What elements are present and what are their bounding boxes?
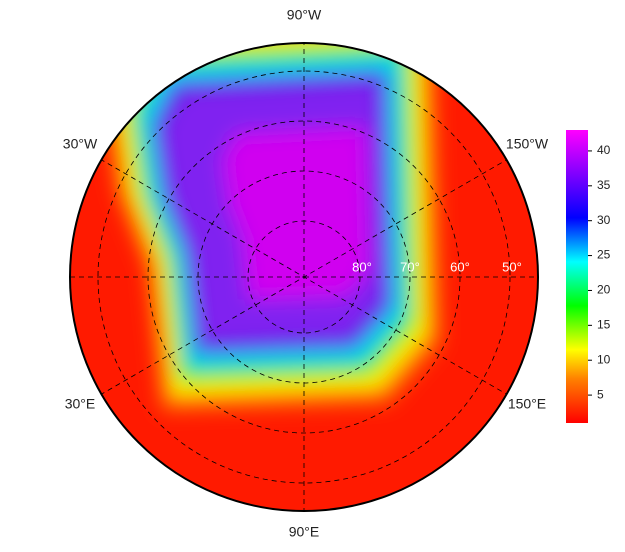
colorbar-tick-label: 40 xyxy=(597,143,611,157)
colorbar-ticks: 5 10 15 20 25 30 35 40 xyxy=(588,143,611,401)
lon-label: 90°E xyxy=(289,524,320,540)
lon-label: 150°W xyxy=(506,136,549,152)
lon-label: 30°E xyxy=(65,396,96,412)
lat-label: 50° xyxy=(502,259,522,274)
colorbar-tick-label: 30 xyxy=(597,213,611,227)
graticule xyxy=(70,43,538,511)
colorbar-tick-label: 5 xyxy=(597,387,604,401)
colorbar-tick-label: 15 xyxy=(597,318,611,332)
lat-label: 80° xyxy=(352,259,372,274)
colorbar-tick-label: 35 xyxy=(597,178,611,192)
colorbar-tick-label: 20 xyxy=(597,283,611,297)
lat-label: 70° xyxy=(400,259,420,274)
colorbar xyxy=(566,130,588,423)
lat-label: 60° xyxy=(450,259,470,274)
lon-label: 90°W xyxy=(287,7,322,23)
lon-label: 30°W xyxy=(63,136,98,152)
field xyxy=(70,43,538,511)
colorbar-tick-label: 25 xyxy=(597,248,611,262)
colorbar-tick-label: 10 xyxy=(597,352,611,366)
lat-labels: 80° 70° 60° 50° xyxy=(352,259,522,274)
map-border xyxy=(69,42,539,512)
lon-label: 150°E xyxy=(508,396,546,412)
